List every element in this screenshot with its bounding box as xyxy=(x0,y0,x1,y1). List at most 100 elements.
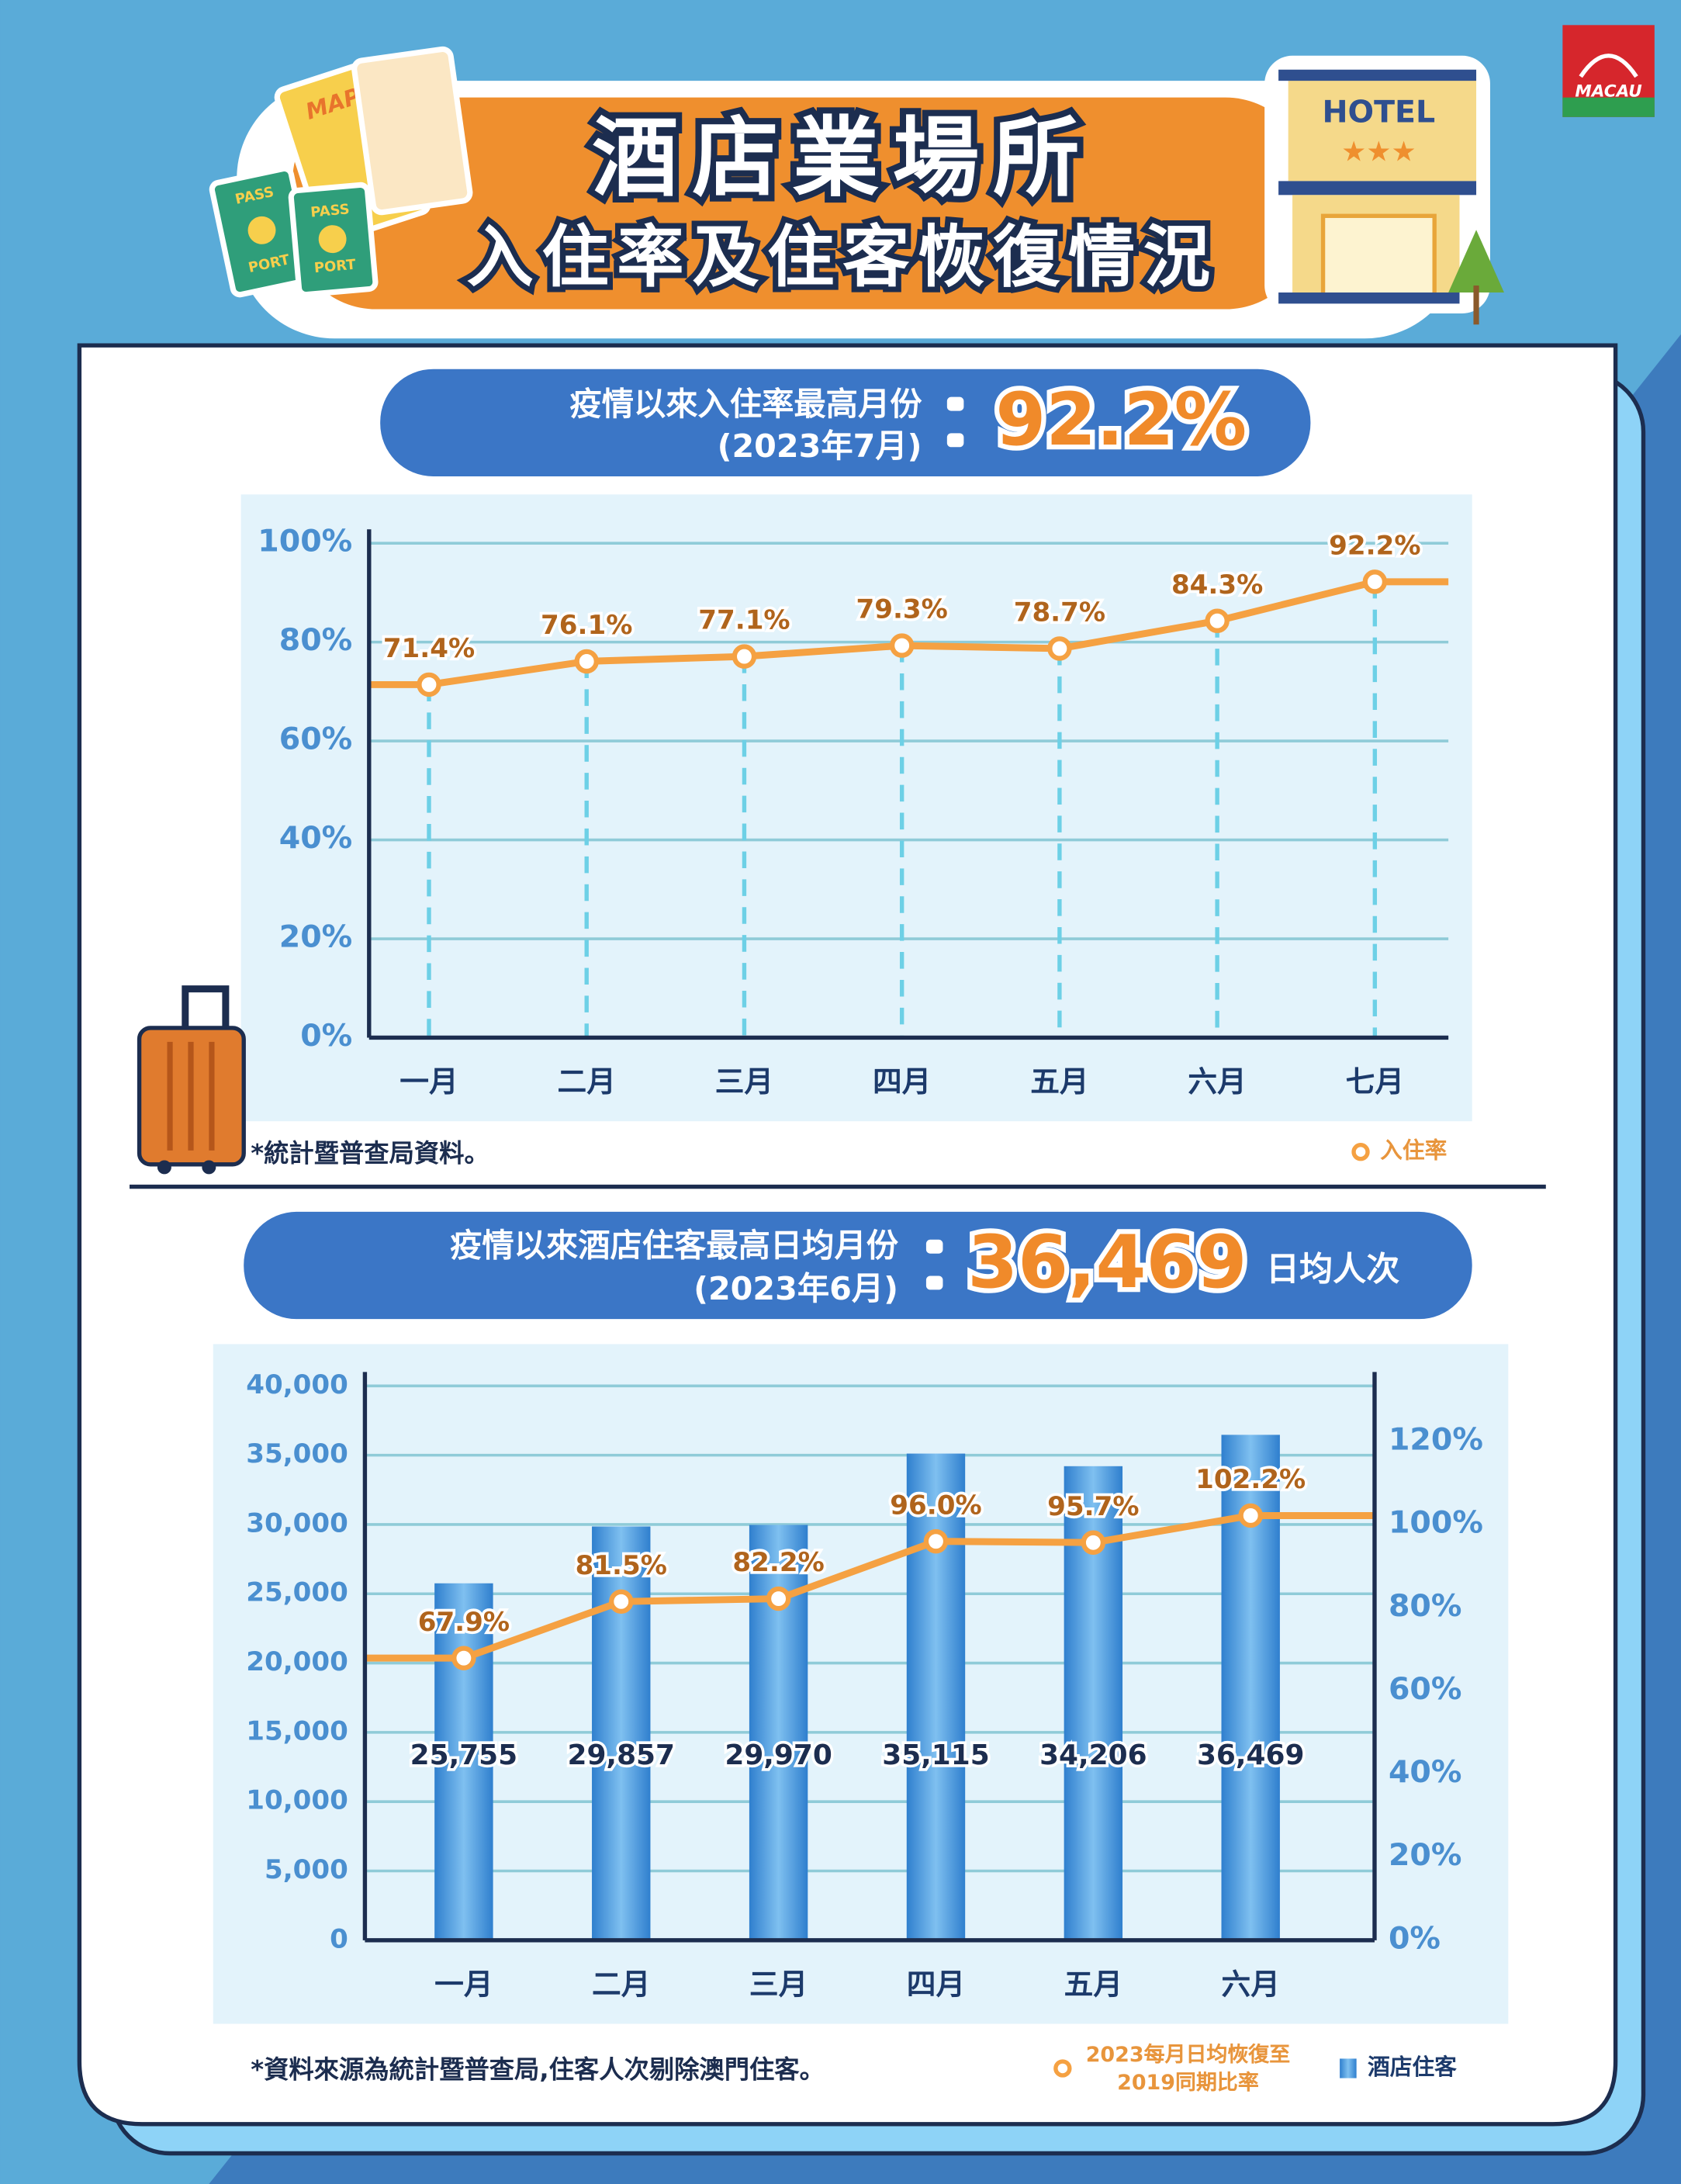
bar-label: 34,206 xyxy=(1039,1739,1147,1771)
x-tick-label: 四月 xyxy=(873,1064,931,1099)
x-tick-label: 二月 xyxy=(592,1968,650,2002)
data-label: 78.7% xyxy=(1014,597,1105,628)
y2-tick-label: 60% xyxy=(1389,1671,1462,1707)
note: *資料來源為統計暨普查局,住客人次剔除澳門住客。 xyxy=(251,2055,825,2085)
legend-label: 入住率 xyxy=(1380,1137,1447,1164)
legend-wrap: 2023每月日均恢復至2019同期比率 xyxy=(1085,2041,1291,2096)
data-label: 84.3% xyxy=(1171,569,1263,601)
data-label: 102.2% xyxy=(1195,1464,1306,1495)
data-label: 82.2% xyxy=(732,1547,824,1578)
x-tick-label: 四月 xyxy=(907,1968,965,2002)
series-line xyxy=(462,1512,1251,1662)
y-tick-label: 25,000 xyxy=(246,1577,348,1608)
data-label: 77.1% xyxy=(698,605,790,636)
colon-dot xyxy=(925,1239,943,1254)
x-tick-label: 五月 xyxy=(1030,1064,1088,1099)
macau-logo: MACAU xyxy=(1562,25,1655,117)
point xyxy=(732,644,757,669)
colon-dot xyxy=(925,1275,943,1290)
highlight-label: 疫情以來入住率最高月份 xyxy=(569,386,922,423)
y2-tick-label: 40% xyxy=(1389,1754,1462,1790)
x-tick-label: 七月 xyxy=(1346,1064,1404,1099)
point xyxy=(889,633,915,658)
bar-label: 35,115 xyxy=(882,1739,990,1771)
x-tick-label: 一月 xyxy=(399,1064,458,1099)
bar xyxy=(592,1526,651,1940)
data-label: 71.4% xyxy=(383,633,475,664)
point xyxy=(1081,1530,1106,1555)
x-tick-label: 三月 xyxy=(715,1064,773,1099)
y-tick-label: 0 xyxy=(330,1923,348,1954)
colon-dot xyxy=(946,433,964,448)
legend-label: 2023每月日均恢復至2019同期比率 xyxy=(1085,2041,1291,2096)
y-tick-label: 100% xyxy=(258,524,352,559)
data-label: 96.0% xyxy=(890,1490,981,1521)
y-tick-label: 5,000 xyxy=(265,1854,348,1885)
highlight-period: (2023年7月) xyxy=(718,427,922,465)
point xyxy=(574,649,599,674)
y-tick-label: 40% xyxy=(279,820,353,856)
y-tick-label: 20,000 xyxy=(246,1646,348,1677)
banner-fill xyxy=(292,97,1309,310)
plot-background xyxy=(240,494,1472,1122)
y2-tick-label: 120% xyxy=(1389,1422,1483,1458)
note: *統計暨普查局資料。 xyxy=(251,1138,489,1168)
highlight-pill xyxy=(244,1211,1472,1320)
bar-label: 25,755 xyxy=(410,1739,518,1771)
y-tick-label: 60% xyxy=(279,722,353,757)
suitcase-icon xyxy=(137,985,246,1175)
y-tick-label: 10,000 xyxy=(246,1785,348,1816)
x-tick-label: 一月 xyxy=(434,1968,493,2002)
bar-label: 36,469 xyxy=(1197,1739,1305,1771)
title-banner: MAP PASS PORT PASS PORT 酒店業場所 入住率及住客恢復情況… xyxy=(209,25,1655,339)
legend-swatch xyxy=(1340,2058,1357,2078)
point xyxy=(417,672,441,697)
point xyxy=(923,1528,949,1554)
logo-text: MACAU xyxy=(1575,81,1642,101)
x-tick-label: 六月 xyxy=(1188,1064,1246,1099)
bar-label: 29,970 xyxy=(725,1739,832,1771)
bar xyxy=(434,1583,493,1940)
legend-label: 酒店住客 xyxy=(1368,2054,1457,2080)
passport-text: PORT xyxy=(313,257,357,277)
bar-label: 29,857 xyxy=(567,1739,675,1771)
subtitle: 入住率及住客恢復情況 xyxy=(467,219,1219,296)
highlight-unit: 日均人次 xyxy=(1266,1251,1399,1289)
data-label: 67.9% xyxy=(418,1607,510,1638)
point xyxy=(1205,608,1230,633)
point xyxy=(1362,569,1388,594)
data-label: 92.2% xyxy=(1329,530,1420,561)
y2-tick-label: 80% xyxy=(1389,1588,1462,1624)
title: 酒店業場所 xyxy=(592,109,1093,209)
hotel-icon: HOTEL ★★★ xyxy=(1264,55,1504,325)
legend-swatch xyxy=(1351,1143,1370,1161)
x-tick-label: 六月 xyxy=(1222,1968,1280,2002)
y-tick-label: 30,000 xyxy=(246,1507,348,1538)
highlight-label: 疫情以來酒店住客最高日均月份 xyxy=(450,1227,899,1265)
plot-background xyxy=(213,1344,1509,2024)
y2-tick-label: 0% xyxy=(1389,1920,1441,1956)
data-label: 79.3% xyxy=(856,594,948,625)
y2-tick-label: 20% xyxy=(1389,1837,1462,1873)
y-tick-label: 80% xyxy=(279,622,353,658)
highlight-period: (2023年6月) xyxy=(693,1270,898,1307)
point xyxy=(766,1586,791,1611)
point xyxy=(451,1646,476,1670)
y-tick-label: 40,000 xyxy=(246,1369,348,1400)
highlight-value: 36,469 xyxy=(967,1220,1247,1305)
data-label: 81.5% xyxy=(576,1550,667,1581)
y-tick-label: 20% xyxy=(279,919,353,955)
passport-2: PASS PORT xyxy=(288,182,379,298)
point xyxy=(1238,1503,1263,1528)
data-label: 76.1% xyxy=(541,610,632,641)
hotel-stars: ★★★ xyxy=(1341,136,1416,168)
y-tick-label: 0% xyxy=(300,1018,352,1054)
colon-dot xyxy=(946,396,964,411)
highlight-pill xyxy=(380,369,1311,476)
highlight-value: 92.2% xyxy=(995,378,1247,462)
y-tick-label: 35,000 xyxy=(246,1438,348,1469)
hotel-sign: HOTEL xyxy=(1323,95,1436,130)
data-label: 95.7% xyxy=(1047,1491,1139,1522)
x-tick-label: 五月 xyxy=(1064,1968,1122,2002)
